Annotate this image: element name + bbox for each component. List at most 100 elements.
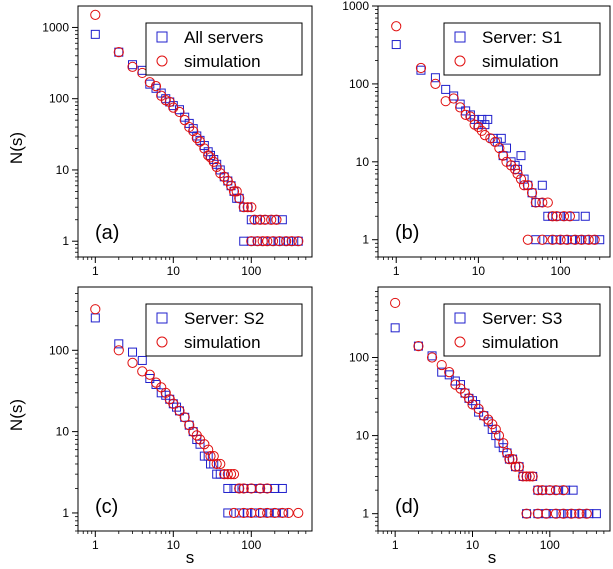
x-tick-label: 100 xyxy=(540,538,560,552)
data-point-circle xyxy=(537,197,548,208)
data-point-circle xyxy=(211,161,222,173)
data-point-circle xyxy=(569,234,581,245)
data-point-circle xyxy=(211,458,222,470)
data-point-circle xyxy=(215,458,226,470)
data-point-circle xyxy=(246,236,257,247)
x-tick-label: 10 xyxy=(167,538,181,552)
data-point-circle xyxy=(90,9,101,21)
y-tick-label: 1 xyxy=(62,234,69,248)
data-point-circle xyxy=(576,234,587,245)
data-point-circle xyxy=(512,168,523,179)
data-point-square xyxy=(223,483,233,493)
data-point-square xyxy=(90,313,100,323)
y-tick-label: 1000 xyxy=(42,20,69,34)
y-tick-label: 1 xyxy=(362,233,369,247)
y-tick-label: 10 xyxy=(56,163,70,177)
data-point-square xyxy=(537,485,547,495)
data-point-circle xyxy=(479,130,490,141)
data-point-circle xyxy=(547,211,558,222)
data-point-circle xyxy=(150,81,162,92)
data-point-circle xyxy=(242,202,253,213)
legend-label: simulation xyxy=(184,333,261,352)
data-point-square xyxy=(114,47,124,57)
data-point-square xyxy=(180,112,190,122)
data-point-circle xyxy=(561,234,573,245)
data-point-circle xyxy=(188,426,199,437)
data-point-square xyxy=(219,469,229,479)
data-point-circle xyxy=(558,508,569,519)
panel-b: 1 10 100 1 10 100 1000 (b) Server: S1 simulation xyxy=(342,0,611,278)
x-axis-label-right: s xyxy=(488,548,497,567)
data-point-circle xyxy=(463,393,475,404)
legend-label: simulation xyxy=(482,333,559,352)
data-point-circle xyxy=(228,186,240,197)
data-point-square xyxy=(390,323,400,333)
data-point-circle xyxy=(426,352,438,363)
legend-marker-circle xyxy=(156,336,168,348)
data-point-circle xyxy=(164,96,175,108)
legend-marker-circle xyxy=(156,55,168,67)
data-point-square xyxy=(114,339,124,349)
legend-c: Server: S2 simulation xyxy=(145,303,303,357)
data-point-circle xyxy=(513,461,525,472)
data-point-circle xyxy=(127,357,138,368)
legend-label: Server: S3 xyxy=(482,309,562,328)
figure-ylabel-bottom: N(s) xyxy=(7,399,26,431)
data-point-circle xyxy=(255,483,266,494)
data-point-square xyxy=(514,462,524,472)
data-point-circle xyxy=(113,47,124,58)
data-point-square xyxy=(455,99,465,109)
data-point-square xyxy=(563,509,573,519)
data-point-square xyxy=(456,380,466,390)
panel-c: 1 10 100 1 10 100 (c) Server: S2 simulation xyxy=(49,286,313,552)
x-axis-label-left: s xyxy=(186,548,195,567)
legend-box xyxy=(443,22,601,76)
data-point-square xyxy=(480,120,490,130)
data-point-square xyxy=(522,509,532,519)
data-point-circle xyxy=(257,236,268,247)
data-point-circle xyxy=(238,483,249,494)
data-point-circle xyxy=(174,106,185,118)
panel-label-c: (c) xyxy=(95,496,118,518)
legend-marker-square xyxy=(156,312,168,324)
data-point-square xyxy=(277,215,287,225)
data-point-square xyxy=(293,236,303,246)
panel-d-frame xyxy=(377,286,611,532)
data-point-circle xyxy=(266,214,277,225)
data-point-square xyxy=(483,114,493,124)
data-point-circle xyxy=(518,180,530,191)
data-point-circle xyxy=(293,507,304,519)
series-d-simulation xyxy=(390,297,592,519)
data-point-square xyxy=(234,508,244,518)
data-point-square xyxy=(430,73,440,83)
data-point-circle xyxy=(521,508,532,519)
data-point-circle xyxy=(228,507,240,519)
data-point-square xyxy=(537,180,547,190)
data-point-circle xyxy=(542,197,553,208)
data-point-circle xyxy=(286,236,297,247)
data-point-square xyxy=(137,355,147,365)
data-point-square xyxy=(229,483,239,493)
data-point-circle xyxy=(507,454,518,465)
data-point-square xyxy=(568,485,578,495)
data-point-circle xyxy=(144,77,155,88)
data-point-circle xyxy=(487,419,498,430)
data-point-circle xyxy=(277,507,288,519)
data-point-circle xyxy=(267,236,279,247)
legend-box xyxy=(145,22,303,76)
data-point-square xyxy=(545,485,555,495)
data-point-circle xyxy=(262,507,273,519)
data-point-square xyxy=(234,193,244,203)
figure-ylabel-top: N(s) xyxy=(7,132,26,164)
data-point-circle xyxy=(215,168,226,179)
y-axis-label-top: N(s) xyxy=(7,132,26,164)
panel-label-d: (d) xyxy=(395,496,419,518)
x-tick-label: 1 xyxy=(393,264,400,278)
data-point-square xyxy=(137,65,147,75)
legend-label: simulation xyxy=(184,52,261,71)
data-point-square xyxy=(413,341,423,351)
data-point-circle xyxy=(493,430,505,441)
data-point-circle xyxy=(526,187,538,198)
data-point-circle xyxy=(527,471,538,482)
data-point-circle xyxy=(558,485,569,496)
